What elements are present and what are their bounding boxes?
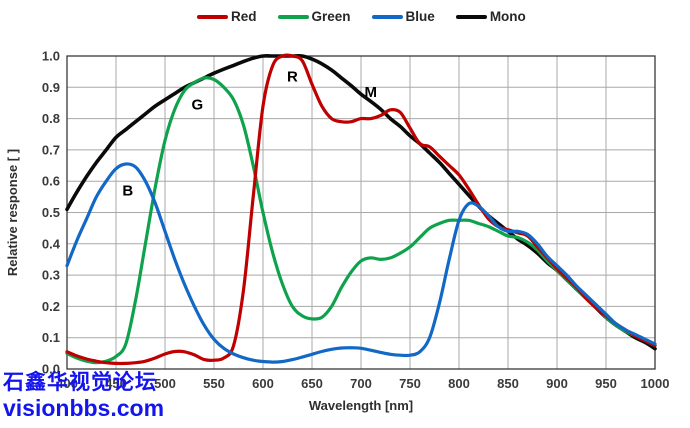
x-tick-label: 750 bbox=[399, 376, 421, 391]
y-tick-label: 0.1 bbox=[42, 330, 60, 345]
y-tick-label: 0.4 bbox=[42, 236, 61, 251]
watermark-text-cn: 石鑫华视觉论坛 bbox=[3, 371, 157, 394]
legend-item-red: Red bbox=[197, 9, 257, 24]
y-tick-label: 0.3 bbox=[42, 268, 60, 283]
legend-label-blue: Blue bbox=[405, 9, 435, 24]
x-tick-label: 950 bbox=[595, 376, 617, 391]
x-tick-label: 600 bbox=[252, 376, 274, 391]
curve-label-m: M bbox=[365, 84, 378, 101]
x-tick-label: 700 bbox=[350, 376, 372, 391]
legend-item-blue: Blue bbox=[371, 9, 435, 24]
x-tick-label: 1000 bbox=[641, 376, 670, 391]
legend-swatch-mono-icon bbox=[455, 14, 487, 19]
curve-red bbox=[65, 53, 657, 366]
plot-border bbox=[66, 55, 656, 370]
legend-item-mono: Mono bbox=[455, 9, 526, 24]
legend-label-green: Green bbox=[311, 9, 351, 24]
x-tick-label: 800 bbox=[448, 376, 470, 391]
curve-label-r: R bbox=[287, 68, 298, 85]
x-tick-label: 500 bbox=[154, 376, 176, 391]
curve-label-b: B bbox=[122, 183, 133, 200]
y-tick-label: 0.9 bbox=[42, 80, 60, 95]
watermark-url: visionbbs.com bbox=[3, 395, 165, 421]
y-tick-label: 0.5 bbox=[42, 205, 60, 220]
legend-label-mono: Mono bbox=[489, 9, 526, 24]
y-tick-label: 0.8 bbox=[42, 111, 60, 126]
legend-swatch-blue-icon bbox=[371, 14, 403, 19]
y-tick-label: 0.7 bbox=[42, 142, 60, 157]
legend-item-green: Green bbox=[277, 9, 351, 24]
y-tick-label: 0.0 bbox=[42, 362, 60, 377]
curve-blue bbox=[65, 162, 657, 364]
legend-label-red: Red bbox=[231, 9, 257, 24]
x-axis-title: Wavelength [nm] bbox=[309, 398, 413, 413]
legend-swatch-red-icon bbox=[197, 14, 228, 19]
legend: Red Green Blue Mono bbox=[197, 9, 526, 24]
x-tick-label: 450 bbox=[105, 376, 127, 391]
x-tick-label: 400 bbox=[56, 376, 78, 391]
y-tick-label: 0.2 bbox=[42, 299, 60, 314]
y-tick-label: 0.6 bbox=[42, 174, 60, 189]
legend-swatch-green-icon bbox=[277, 14, 309, 19]
curve-label-g: G bbox=[192, 97, 204, 114]
x-tick-label: 550 bbox=[203, 376, 225, 391]
x-tick-label: 650 bbox=[301, 376, 323, 391]
x-tick-label: 900 bbox=[546, 376, 568, 391]
y-axis-title: Relative response [ ] bbox=[5, 149, 20, 276]
x-tick-label: 850 bbox=[497, 376, 519, 391]
y-tick-label: 1.0 bbox=[42, 49, 60, 64]
